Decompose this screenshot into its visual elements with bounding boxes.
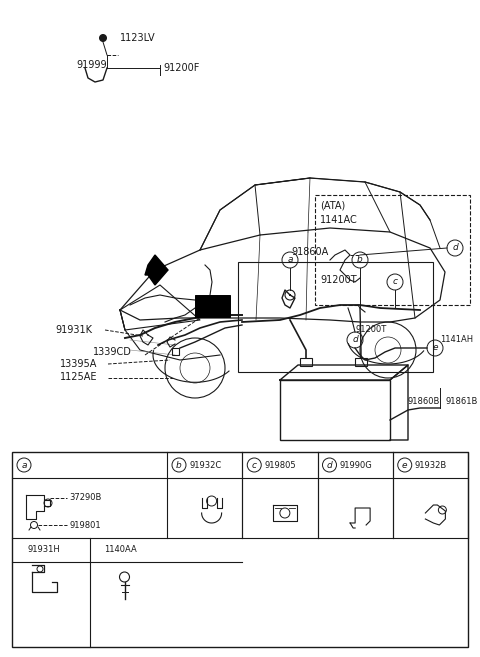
Polygon shape — [145, 255, 168, 285]
Text: 1141AC: 1141AC — [320, 215, 358, 225]
Text: 919805: 919805 — [264, 461, 296, 470]
Text: c: c — [393, 277, 397, 286]
Text: 91932C: 91932C — [189, 461, 221, 470]
Text: 91931H: 91931H — [27, 545, 60, 555]
Text: a: a — [21, 461, 27, 470]
Text: 91932B: 91932B — [415, 461, 447, 470]
Text: 919801: 919801 — [69, 520, 101, 530]
Text: 91200T: 91200T — [320, 275, 357, 285]
Text: d: d — [352, 336, 358, 344]
Text: 91200T: 91200T — [355, 325, 386, 334]
Text: b: b — [357, 256, 363, 265]
Text: 91861B: 91861B — [445, 397, 478, 407]
Text: 91999: 91999 — [76, 60, 107, 70]
Text: 91200F: 91200F — [163, 63, 199, 73]
Bar — [195, 295, 230, 317]
Text: 13395A: 13395A — [60, 359, 97, 369]
Text: 1339CD: 1339CD — [93, 347, 132, 357]
Text: (ATA): (ATA) — [320, 200, 345, 210]
Text: 91931K: 91931K — [55, 325, 92, 335]
Text: 1125AE: 1125AE — [60, 372, 97, 382]
Text: c: c — [252, 461, 257, 470]
Text: d: d — [452, 244, 458, 252]
Text: a: a — [287, 256, 293, 265]
Text: b: b — [176, 461, 182, 470]
Text: 37290B: 37290B — [69, 493, 101, 503]
Text: d: d — [326, 461, 332, 470]
Bar — [300, 358, 312, 366]
Text: 91860B: 91860B — [408, 397, 440, 407]
Text: 1141AH: 1141AH — [440, 336, 473, 344]
Text: 1140AA: 1140AA — [105, 545, 137, 555]
Bar — [12, 452, 468, 647]
Bar — [280, 380, 390, 440]
Text: 91860A: 91860A — [291, 247, 329, 257]
Text: 91990G: 91990G — [339, 461, 372, 470]
Text: e: e — [432, 344, 438, 353]
Bar — [172, 348, 179, 355]
Circle shape — [99, 35, 107, 41]
Bar — [315, 195, 470, 305]
Bar — [355, 358, 367, 366]
Bar — [238, 262, 433, 372]
Text: 1123LV: 1123LV — [120, 33, 156, 43]
Text: e: e — [402, 461, 408, 470]
